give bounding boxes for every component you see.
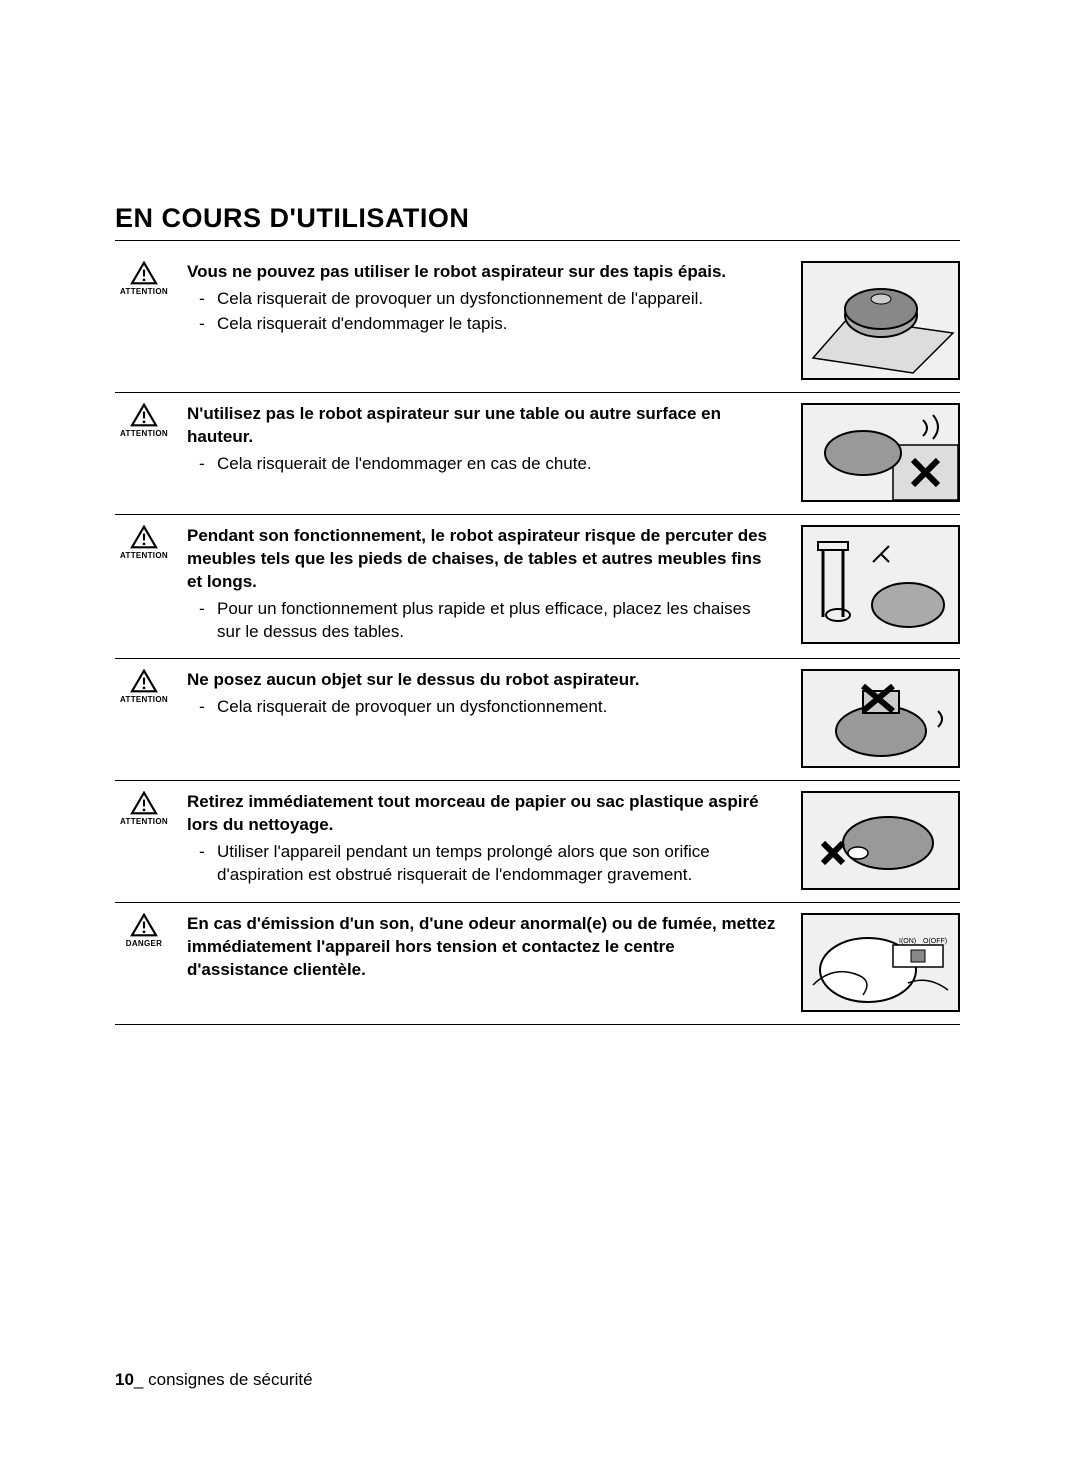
warning-triangle-icon [130,669,158,693]
safety-text: Vous ne pouvez pas utiliser le robot asp… [187,261,787,338]
safety-text: Retirez immédiatement tout morceau de pa… [187,791,787,889]
off-label: O(OFF) [923,938,947,945]
footer-sep: _ [134,1370,148,1389]
bullet: Cela risquerait d'endommager le tapis. [199,313,777,336]
manual-page: EN COURS D'UTILISATION ATTENTION Vous ne… [0,0,1080,1472]
bullet: Cela risquerait de provoquer un dysfonct… [199,288,777,311]
heading-rule [115,240,960,241]
illustration-robot-clogged [801,791,960,890]
warning-level-label: ATTENTION [115,551,173,562]
safety-bullets: Cela risquerait de provoquer un dysfonct… [199,288,777,336]
bullet: Pour un fonctionnement plus rapide et pl… [199,598,777,644]
warning-level-label: ATTENTION [115,817,173,828]
warning-level-label: DANGER [115,939,173,950]
safety-bold: Retirez immédiatement tout morceau de pa… [187,792,759,834]
bullet: Cela risquerait de provoquer un dysfonct… [199,696,777,719]
safety-item: ATTENTION Pendant son fonctionnement, le… [115,515,960,659]
safety-text: En cas d'émission d'un son, d'une odeur … [187,913,787,982]
safety-bold: En cas d'émission d'un son, d'une odeur … [187,914,775,979]
on-label: I(ON) [899,938,916,945]
section-heading: EN COURS D'UTILISATION [115,200,960,236]
warning-icon-col: ATTENTION [115,669,173,706]
warning-triangle-icon [130,913,158,937]
footer-section: consignes de sécurité [148,1370,312,1389]
illustration-robot-hits-chair [801,525,960,644]
warning-level-label: ATTENTION [115,429,173,440]
warning-icon-col: ATTENTION [115,403,173,440]
safety-item: ATTENTION N'utilisez pas le robot aspira… [115,393,960,515]
safety-item: ATTENTION Retirez immédiatement tout mor… [115,781,960,903]
safety-bold: N'utilisez pas le robot aspirateur sur u… [187,404,721,446]
safety-bold: Vous ne pouvez pas utiliser le robot asp… [187,262,726,281]
warning-triangle-icon [130,261,158,285]
safety-bold: Ne posez aucun objet sur le dessus du ro… [187,670,640,689]
warning-icon-col: DANGER [115,913,173,950]
warning-triangle-icon [130,403,158,427]
warning-level-label: ATTENTION [115,287,173,298]
safety-bullets: Cela risquerait de l'endommager en cas d… [199,453,777,476]
safety-item: ATTENTION Vous ne pouvez pas utiliser le… [115,251,960,393]
warning-icon-col: ATTENTION [115,791,173,828]
page-number: 10 [115,1370,134,1389]
safety-bold: Pendant son fonctionnement, le robot asp… [187,526,767,591]
warning-icon-col: ATTENTION [115,525,173,562]
page-footer: 10_ consignes de sécurité [115,1369,313,1392]
safety-item: DANGER En cas d'émission d'un son, d'une… [115,903,960,1025]
safety-bullets: Pour un fonctionnement plus rapide et pl… [199,598,777,644]
bullet: Cela risquerait de l'endommager en cas d… [199,453,777,476]
warning-triangle-icon [130,525,158,549]
illustration-object-on-robot [801,669,960,768]
safety-text: Ne posez aucun objet sur le dessus du ro… [187,669,787,721]
safety-text: N'utilisez pas le robot aspirateur sur u… [187,403,787,478]
bullet: Utiliser l'appareil pendant un temps pro… [199,841,777,887]
warning-icon-col: ATTENTION [115,261,173,298]
illustration-robot-on-carpet [801,261,960,380]
safety-text: Pendant son fonctionnement, le robot asp… [187,525,787,646]
safety-bullets: Cela risquerait de provoquer un dysfonct… [199,696,777,719]
illustration-power-off: I(ON) O(OFF) [801,913,960,1012]
illustration-robot-falling [801,403,960,502]
safety-bullets: Utiliser l'appareil pendant un temps pro… [199,841,777,887]
warning-level-label: ATTENTION [115,695,173,706]
safety-item: ATTENTION Ne posez aucun objet sur le de… [115,659,960,781]
warning-triangle-icon [130,791,158,815]
